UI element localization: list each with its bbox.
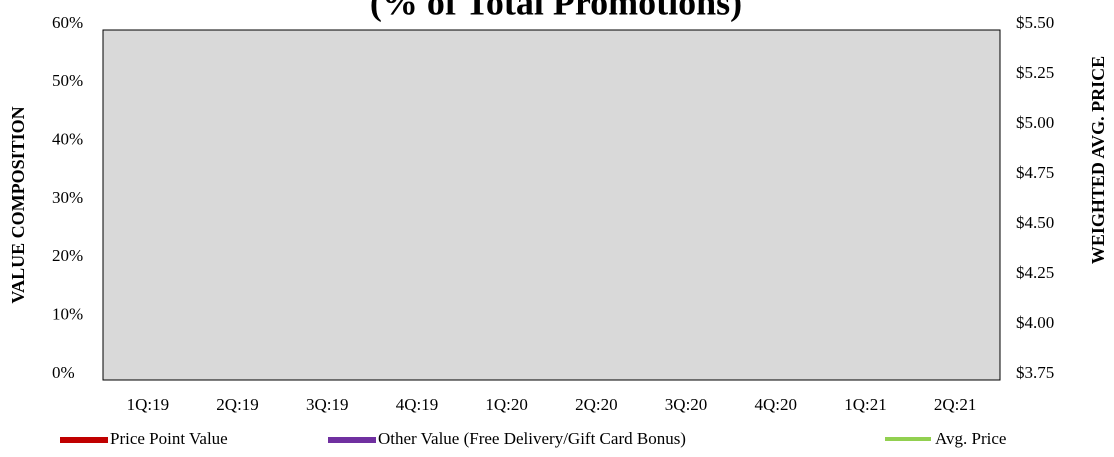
chart-title: (% of Total Promotions)	[370, 0, 742, 22]
legend-swatch	[60, 437, 108, 443]
legend-swatch	[885, 437, 931, 441]
x-tick-label: 2Q:21	[934, 395, 977, 414]
y-tick-label: 30%	[52, 188, 83, 207]
y-tick-label: 0%	[52, 363, 75, 382]
y2-tick-label: $5.50	[1016, 13, 1054, 32]
legend-label: Avg. Price	[935, 429, 1006, 448]
x-tick-label: 3Q:19	[306, 395, 349, 414]
y-tick-label: 20%	[52, 246, 83, 265]
x-tick-label: 4Q:19	[396, 395, 439, 414]
plot-area	[102, 29, 1001, 381]
x-tick-label: 1Q:19	[127, 395, 170, 414]
y-tick-label: 50%	[52, 71, 83, 90]
x-tick-label: 4Q:20	[755, 395, 798, 414]
y-tick-label: 60%	[52, 13, 83, 32]
y-tick-label: 10%	[52, 305, 83, 324]
y2-tick-label: $4.50	[1016, 213, 1054, 232]
y2-tick-label: $3.75	[1016, 363, 1054, 382]
y-tick-label: 40%	[52, 130, 83, 149]
x-tick-label: 2Q:20	[575, 395, 618, 414]
y2-tick-label: $4.00	[1016, 313, 1054, 332]
y2-tick-label: $4.25	[1016, 263, 1054, 282]
y2-tick-label: $5.00	[1016, 113, 1054, 132]
legend-label: Other Value (Free Delivery/Gift Card Bon…	[378, 429, 686, 448]
x-tick-label: 1Q:20	[485, 395, 528, 414]
legend-swatch	[328, 437, 376, 443]
y2-tick-label: $4.75	[1016, 163, 1054, 182]
y2-tick-label: $5.25	[1016, 63, 1054, 82]
x-tick-label: 3Q:20	[665, 395, 708, 414]
x-tick-label: 1Q:21	[844, 395, 887, 414]
x-tick-label: 2Q:19	[216, 395, 259, 414]
y-axis-title: VALUE COMPOSITION	[8, 106, 28, 303]
legend-label: Price Point Value	[110, 429, 228, 448]
y2-axis-title: WEIGHTED AVG. PRICE	[1088, 56, 1108, 264]
